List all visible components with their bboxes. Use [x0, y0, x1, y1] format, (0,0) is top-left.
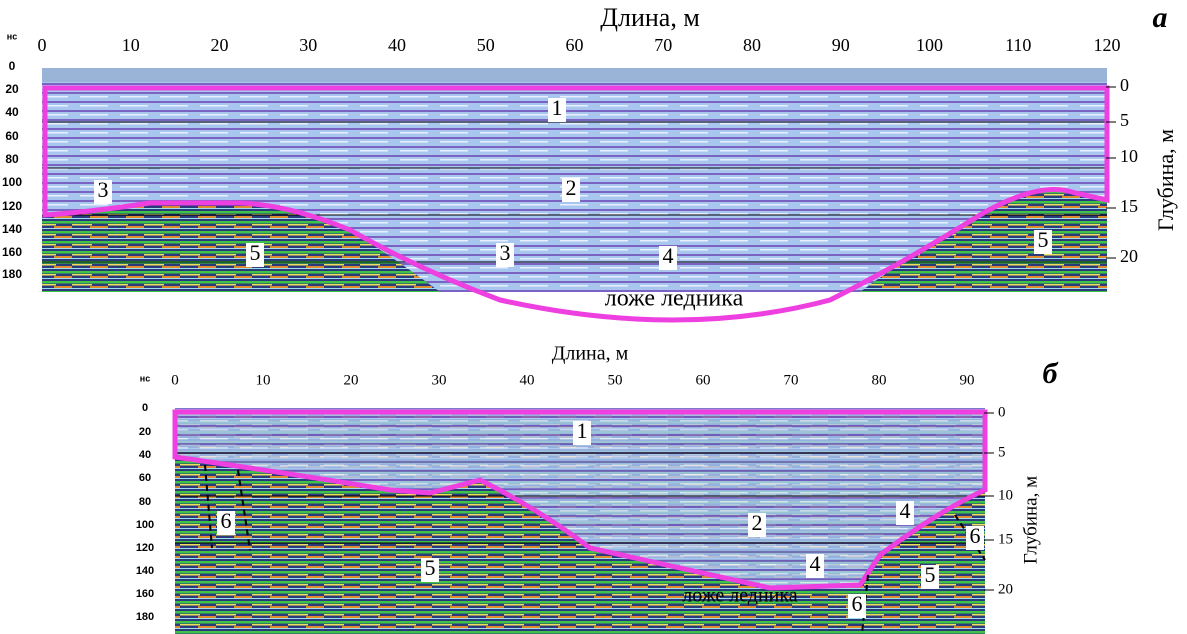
ns-tick-label: 0: [142, 402, 148, 414]
x-tick-label: 60: [566, 35, 584, 55]
x-tick-label: 50: [477, 35, 495, 55]
panel-letter: б: [1043, 357, 1059, 390]
x-tick-label: 110: [1005, 35, 1031, 55]
ns-tick-label: 20: [5, 82, 19, 96]
zone-label: 5: [250, 240, 261, 265]
x-tick-label: 70: [784, 372, 799, 388]
ns-tick-label: 100: [136, 519, 154, 531]
x-tick-label: 0: [38, 35, 47, 55]
bed-label: ложе ледника: [682, 585, 798, 607]
x-tick-label: 30: [299, 35, 317, 55]
panel-letter: а: [1153, 1, 1168, 34]
x-tick-label: 30: [432, 372, 447, 388]
zone-label: 3: [500, 240, 511, 265]
ns-tick-label: 160: [2, 245, 22, 259]
ns-unit: нс: [140, 373, 150, 383]
x-tick-label: 120: [1094, 35, 1121, 55]
ns-tick-label: 40: [139, 449, 151, 461]
x-tick-label: 40: [388, 35, 406, 55]
ns-tick-label: 20: [139, 426, 151, 438]
x-tick-label: 90: [832, 35, 850, 55]
depth-tick-label: 5: [998, 444, 1006, 460]
ns-tick-label: 100: [2, 175, 22, 189]
depth-tick-label: 0: [1120, 75, 1129, 95]
ns-tick-label: 160: [136, 588, 154, 600]
x-tick-label: 80: [872, 372, 887, 388]
x-axis-title: Длина, м: [552, 343, 629, 365]
x-tick-label: 70: [654, 35, 672, 55]
x-tick-label: 90: [960, 372, 975, 388]
depth-tick-label: 5: [1120, 110, 1129, 130]
ns-tick-label: 140: [2, 222, 22, 236]
zone-label: 2: [752, 510, 763, 535]
zone-label: 4: [810, 551, 821, 576]
zone-label: 5: [925, 562, 936, 587]
zone-label: 3: [98, 177, 109, 202]
figure: Длина, ма0102030405060708090100110120нс0…: [0, 0, 1187, 634]
ns-tick-label: 180: [2, 267, 22, 281]
ns-unit: нс: [7, 31, 17, 41]
x-tick-label: 0: [171, 372, 179, 388]
zone-label: 5: [1038, 227, 1049, 252]
zone-label: 5: [425, 555, 436, 580]
zone-label: 6: [970, 523, 981, 548]
ns-tick-label: 60: [139, 472, 151, 484]
ns-tick-label: 60: [5, 129, 19, 143]
ns-tick-label: 140: [136, 565, 154, 577]
x-tick-label: 20: [344, 372, 359, 388]
zone-label: 4: [900, 498, 911, 523]
depth-tick-label: 0: [998, 404, 1006, 420]
depth-tick-label: 15: [1120, 196, 1138, 216]
x-tick-label: 60: [696, 372, 711, 388]
ns-tick-label: 120: [136, 542, 154, 554]
depth-axis-title: Глубина, м: [1020, 476, 1041, 564]
ns-tick-label: 180: [136, 611, 154, 623]
x-tick-label: 20: [211, 35, 229, 55]
bed-label: ложе ледника: [605, 286, 744, 312]
x-tick-label: 100: [916, 35, 943, 55]
ns-tick-label: 120: [2, 199, 22, 213]
depth-tick-label: 15: [998, 531, 1013, 547]
zone-label: 6: [221, 508, 232, 533]
x-tick-label: 10: [122, 35, 140, 55]
x-tick-label: 10: [256, 372, 271, 388]
depth-tick-label: 20: [1120, 246, 1138, 266]
ns-tick-label: 0: [9, 59, 16, 73]
depth-tick-label: 10: [1120, 146, 1138, 166]
depth-axis-title: Глубина, м: [1153, 129, 1178, 231]
x-tick-label: 80: [743, 35, 761, 55]
zone-label: 6: [852, 591, 863, 616]
zone-label: 1: [577, 418, 588, 443]
zone-label: 1: [552, 95, 563, 120]
zone-label: 4: [663, 243, 674, 268]
depth-tick-label: 20: [998, 581, 1013, 597]
x-axis-title: Длина, м: [600, 3, 700, 32]
ns-tick-label: 80: [5, 152, 19, 166]
ns-tick-label: 40: [5, 105, 19, 119]
depth-tick-label: 10: [998, 487, 1013, 503]
x-tick-label: 40: [520, 372, 535, 388]
zone-label: 2: [566, 175, 577, 200]
x-tick-label: 50: [608, 372, 623, 388]
ns-tick-label: 80: [139, 496, 151, 508]
